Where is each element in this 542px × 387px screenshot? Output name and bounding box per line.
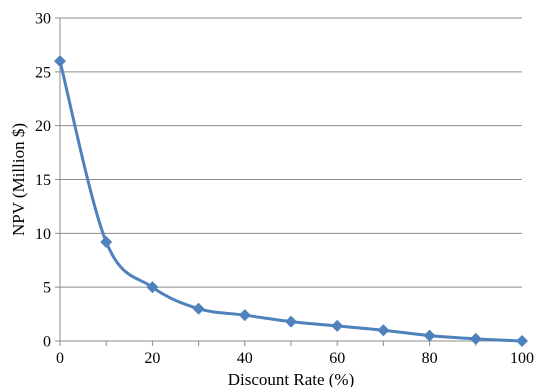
y-axis-title: NPV (Million $) xyxy=(9,123,28,236)
y-tick-label-10: 10 xyxy=(35,226,51,243)
data-point-80 xyxy=(423,329,436,342)
x-tick-label-0: 0 xyxy=(56,350,64,367)
data-point-0 xyxy=(54,55,66,68)
x-tick-label-20: 20 xyxy=(144,350,160,367)
data-point-60 xyxy=(331,319,344,332)
x-tick-label-40: 40 xyxy=(237,350,253,367)
data-point-20 xyxy=(146,281,159,294)
data-point-100 xyxy=(516,335,528,347)
x-tick-label-100: 100 xyxy=(510,350,534,367)
data-point-50 xyxy=(285,315,297,328)
y-tick-label-15: 15 xyxy=(35,172,51,189)
y-tick-label-30: 30 xyxy=(35,11,51,28)
x-tick-label-60: 60 xyxy=(329,350,345,367)
y-tick-label-25: 25 xyxy=(35,64,51,81)
data-point-30 xyxy=(192,302,205,315)
series-layer xyxy=(54,55,528,347)
data-point-70 xyxy=(377,324,390,337)
tick-labels: 0 5 10 15 20 25 30 0 20 40 60 80 100 xyxy=(35,11,534,368)
data-point-10 xyxy=(100,235,113,248)
series-line-0 xyxy=(58,60,523,343)
data-point-90 xyxy=(469,332,482,345)
grid-lines xyxy=(60,17,522,288)
axes xyxy=(55,17,523,346)
x-axis-title: Discount Rate (%) xyxy=(228,370,355,387)
data-point-40 xyxy=(238,309,251,322)
y-tick-label-20: 20 xyxy=(35,118,51,135)
x-tick-label-80: 80 xyxy=(422,350,438,367)
y-tick-label-0: 0 xyxy=(43,334,51,351)
y-tick-label-5: 5 xyxy=(43,280,51,297)
